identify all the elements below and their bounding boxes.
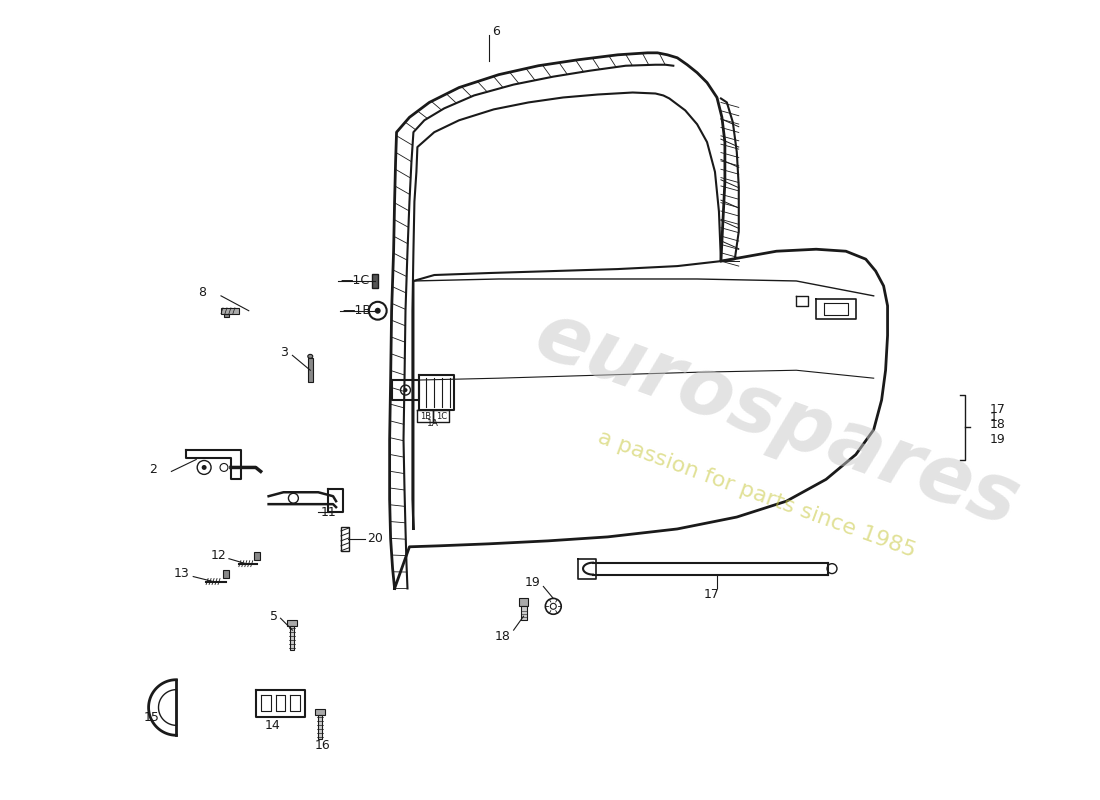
Text: 3: 3 bbox=[280, 346, 288, 359]
Circle shape bbox=[375, 308, 381, 314]
Text: 19: 19 bbox=[990, 433, 1005, 446]
Text: 17: 17 bbox=[704, 588, 719, 601]
Text: 12: 12 bbox=[210, 550, 225, 562]
Text: 19: 19 bbox=[525, 576, 540, 589]
Bar bbox=[372, 274, 377, 288]
Text: 16: 16 bbox=[315, 738, 330, 752]
Text: 5: 5 bbox=[270, 610, 277, 622]
Text: 14: 14 bbox=[265, 719, 280, 732]
Bar bbox=[221, 308, 239, 314]
Text: 13: 13 bbox=[174, 567, 189, 580]
Text: a passion for parts since 1985: a passion for parts since 1985 bbox=[595, 427, 918, 562]
Text: —1C: —1C bbox=[340, 274, 370, 287]
Text: 1C: 1C bbox=[436, 412, 447, 422]
Bar bbox=[290, 626, 295, 650]
Bar bbox=[341, 527, 349, 550]
Text: 15: 15 bbox=[144, 711, 159, 724]
Text: 6: 6 bbox=[492, 25, 499, 38]
Text: —1B: —1B bbox=[342, 304, 371, 318]
Circle shape bbox=[201, 465, 207, 470]
Bar bbox=[223, 570, 229, 578]
Bar bbox=[318, 715, 322, 739]
Circle shape bbox=[404, 388, 407, 392]
Text: 1A: 1A bbox=[427, 419, 439, 428]
Text: 18: 18 bbox=[495, 630, 510, 642]
Bar bbox=[520, 606, 527, 620]
Text: 2: 2 bbox=[148, 463, 156, 476]
Text: 1: 1 bbox=[990, 411, 998, 424]
Bar bbox=[308, 358, 314, 382]
Bar bbox=[316, 710, 326, 715]
Bar bbox=[518, 598, 528, 606]
Ellipse shape bbox=[308, 354, 312, 358]
Text: 1B: 1B bbox=[420, 412, 431, 422]
Bar bbox=[254, 552, 260, 560]
Text: eurospares: eurospares bbox=[524, 296, 1028, 543]
Bar bbox=[287, 620, 297, 626]
Text: 17: 17 bbox=[990, 403, 1005, 417]
Text: 11: 11 bbox=[320, 506, 336, 518]
Bar bbox=[224, 314, 229, 317]
Text: 8: 8 bbox=[198, 286, 206, 299]
Text: 18: 18 bbox=[990, 418, 1005, 431]
Text: 20: 20 bbox=[366, 532, 383, 546]
